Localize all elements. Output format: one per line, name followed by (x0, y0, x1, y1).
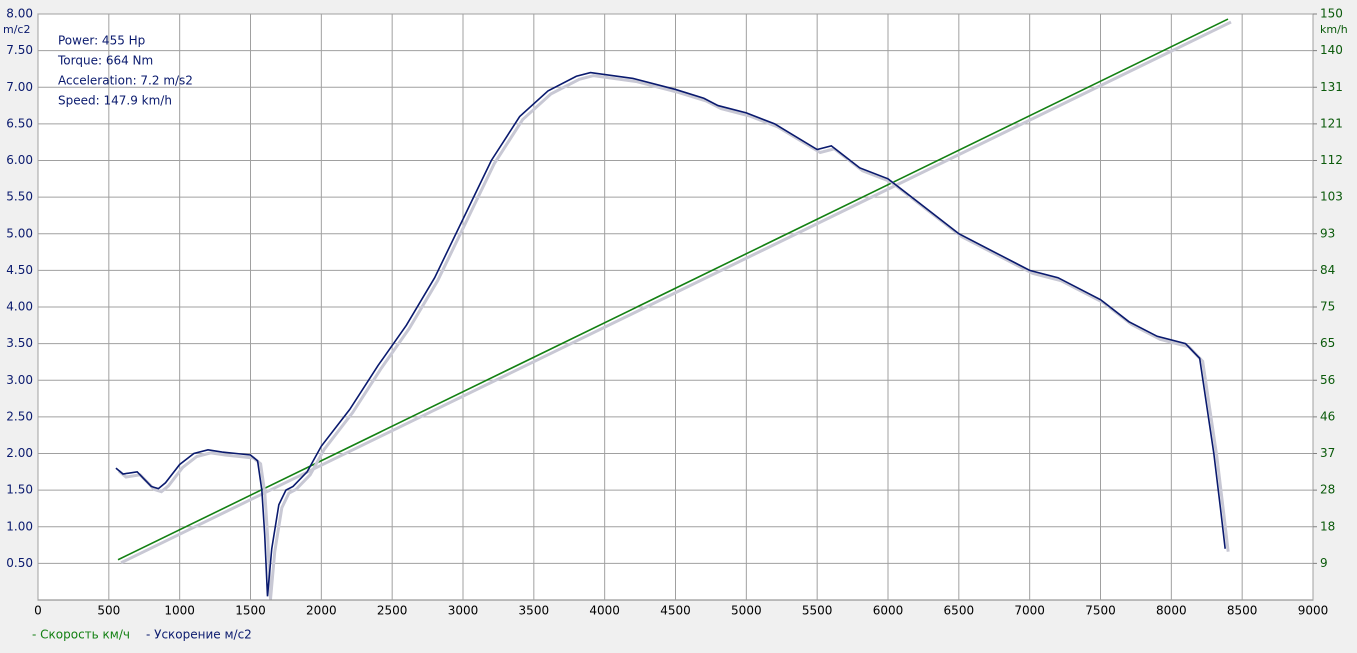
y2-tick-label: 103 (1320, 190, 1343, 204)
y2-tick-label: 18 (1320, 519, 1335, 533)
y-tick-label: 5.00 (6, 226, 33, 240)
y2-tick-label: 56 (1320, 373, 1335, 387)
y2-tick-label: 131 (1320, 80, 1343, 94)
line (115, 71, 1226, 597)
x-tick-label: 500 (97, 604, 120, 618)
y-tick-label: 7.50 (6, 43, 33, 57)
y2-tick-label: 9 (1320, 556, 1328, 570)
x-tick-label: 5500 (802, 604, 833, 618)
y2-tick-label: 121 (1320, 116, 1343, 130)
x-tick-label: 0 (34, 604, 42, 618)
y2-tick-label: 140 (1320, 43, 1343, 57)
x-tick-label: 7000 (1014, 604, 1045, 618)
y-tick-label: 5.50 (6, 190, 33, 204)
y-tick-label: 4.50 (6, 263, 33, 277)
y2-tick-label: 150 (1320, 7, 1343, 21)
y-tick-label: 6.50 (6, 116, 33, 130)
y-tick-label: 1.50 (6, 483, 33, 497)
y2-tick-label: 46 (1320, 409, 1335, 423)
y2-tick-label: 28 (1320, 483, 1335, 497)
y-tick-label: 2.00 (6, 446, 33, 460)
x-tick-label: 1500 (235, 604, 266, 618)
info-text: Torque: 664 Nm (57, 54, 153, 68)
x-tick-label: 5000 (731, 604, 762, 618)
y2-tick-label: 84 (1320, 263, 1335, 277)
y-axis-label: m/c2 (3, 23, 30, 36)
x-tick-label: 1000 (164, 604, 195, 618)
y2-tick-label: 93 (1320, 226, 1335, 240)
x-tick-label: 2500 (377, 604, 408, 618)
y-tick-label: 7.00 (6, 80, 33, 94)
info-text: Acceleration: 7.2 m/s2 (58, 74, 193, 88)
y2-tick-label: 112 (1320, 153, 1343, 167)
y-tick-label: 0.50 (6, 556, 33, 570)
x-tick-label: 4000 (589, 604, 620, 618)
y-tick-label: 4.00 (6, 300, 33, 314)
x-tick-label: 8500 (1227, 604, 1258, 618)
y-tick-label: 2.50 (6, 409, 33, 423)
legend-entry: - Скорость км/ч (32, 628, 130, 642)
x-tick-label: 2000 (306, 604, 337, 618)
y2-axis-label: km/h (1320, 23, 1348, 36)
y-tick-label: 6.00 (6, 153, 33, 167)
y2-tick-label: 37 (1320, 446, 1335, 460)
y2-tick-label: 75 (1320, 300, 1335, 314)
line-shadow (117, 74, 1230, 600)
x-tick-label: 7500 (1085, 604, 1116, 618)
x-tick-label: 4500 (660, 604, 691, 618)
y-tick-label: 3.50 (6, 336, 33, 350)
x-tick-label: 8000 (1156, 604, 1187, 618)
x-tick-label: 3000 (448, 604, 479, 618)
x-tick-label: 6500 (944, 604, 975, 618)
y-tick-label: 1.00 (6, 519, 33, 533)
x-tick-label: 6000 (873, 604, 904, 618)
y-tick-label: 3.00 (6, 373, 33, 387)
info-text: Power: 455 Hp (58, 34, 145, 48)
info-text: Speed: 147.9 km/h (58, 94, 172, 108)
y-tick-label: 8.00 (6, 7, 33, 21)
legend-entry: - Ускорение м/с2 (146, 628, 252, 642)
x-tick-label: 3500 (519, 604, 550, 618)
x-tick-label: 9000 (1298, 604, 1329, 618)
y2-tick-label: 65 (1320, 336, 1335, 350)
line (117, 18, 1229, 561)
